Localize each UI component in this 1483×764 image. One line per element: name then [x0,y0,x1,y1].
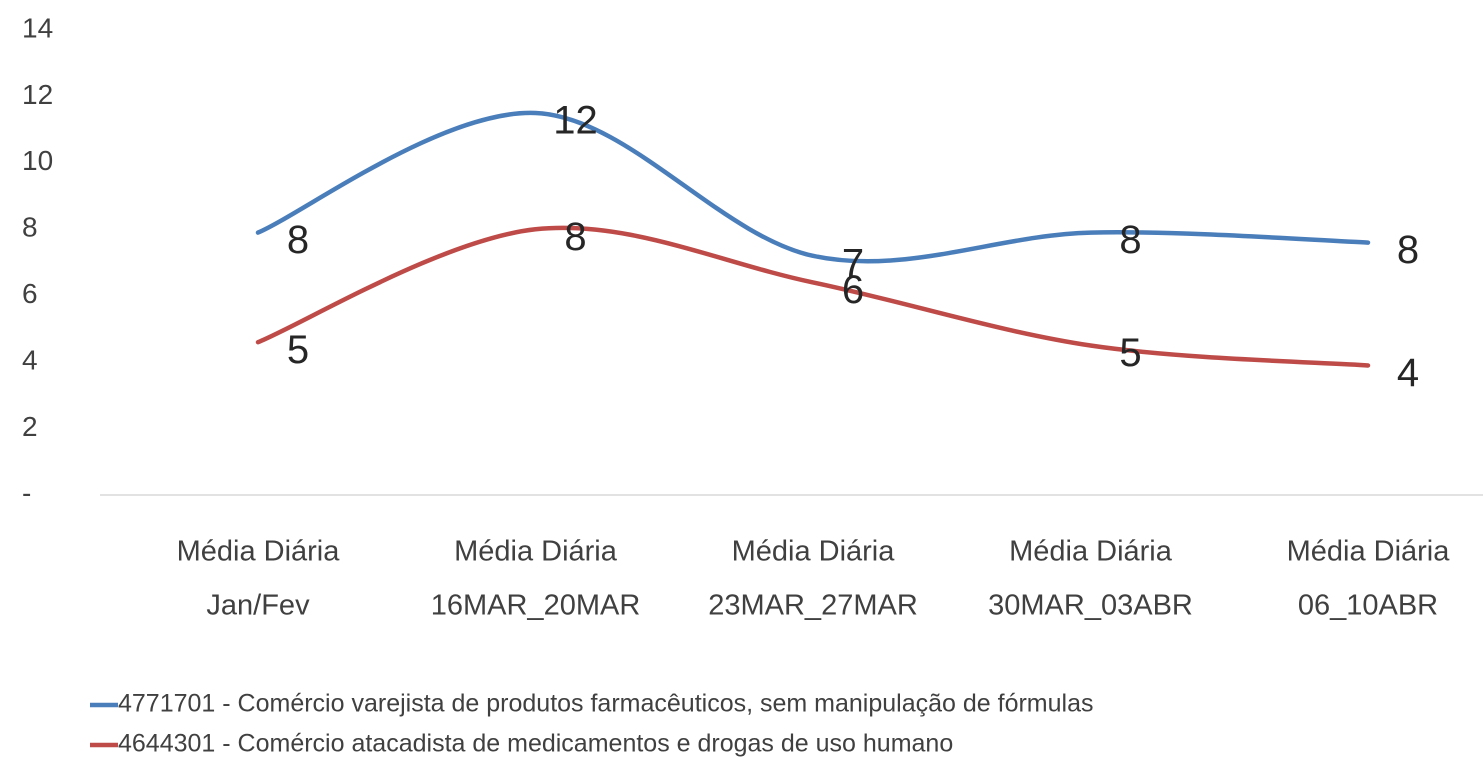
series-line [255,225,1371,368]
data-label: 5 [287,328,309,372]
y-tick-label: 14 [22,12,53,43]
y-tick-label: 4 [22,345,38,376]
x-tick-label: Média Diária [1287,536,1451,568]
x-tick-label: 16MAR_20MAR [431,590,641,622]
data-label: 4 [1397,351,1419,395]
x-tick-label: Média Diária [454,536,618,568]
y-tick-label: 10 [22,145,53,176]
x-tick-label: Média Diária [1009,536,1173,568]
x-tick-label: 30MAR_03ABR [988,590,1193,622]
data-label: 8 [1397,228,1419,272]
data-label: 8 [287,218,309,262]
x-tick-label: 06_10ABR [1298,590,1438,622]
x-tick-label: Média Diária [732,536,896,568]
y-tick-label: 12 [22,79,53,110]
x-tick-label: Jan/Fev [206,590,310,622]
legend-label: 4644301 - Comércio atacadista de medicam… [118,730,953,758]
y-tick-label: 2 [22,411,38,442]
data-label: 5 [1119,331,1141,375]
x-tick-label: Média Diária [177,536,341,568]
data-label: 12 [553,99,598,143]
data-label: 8 [564,215,586,259]
data-label: 6 [842,268,864,312]
y-tick-label: - [22,477,31,508]
x-tick-label: 23MAR_27MAR [708,590,918,622]
y-tick-label: 6 [22,278,38,309]
legend-label: 4771701 - Comércio varejista de produtos… [118,690,1094,718]
data-label: 7 [842,241,864,285]
series-line [255,110,1371,264]
y-tick-label: 8 [22,212,38,243]
data-label: 8 [1119,218,1141,262]
